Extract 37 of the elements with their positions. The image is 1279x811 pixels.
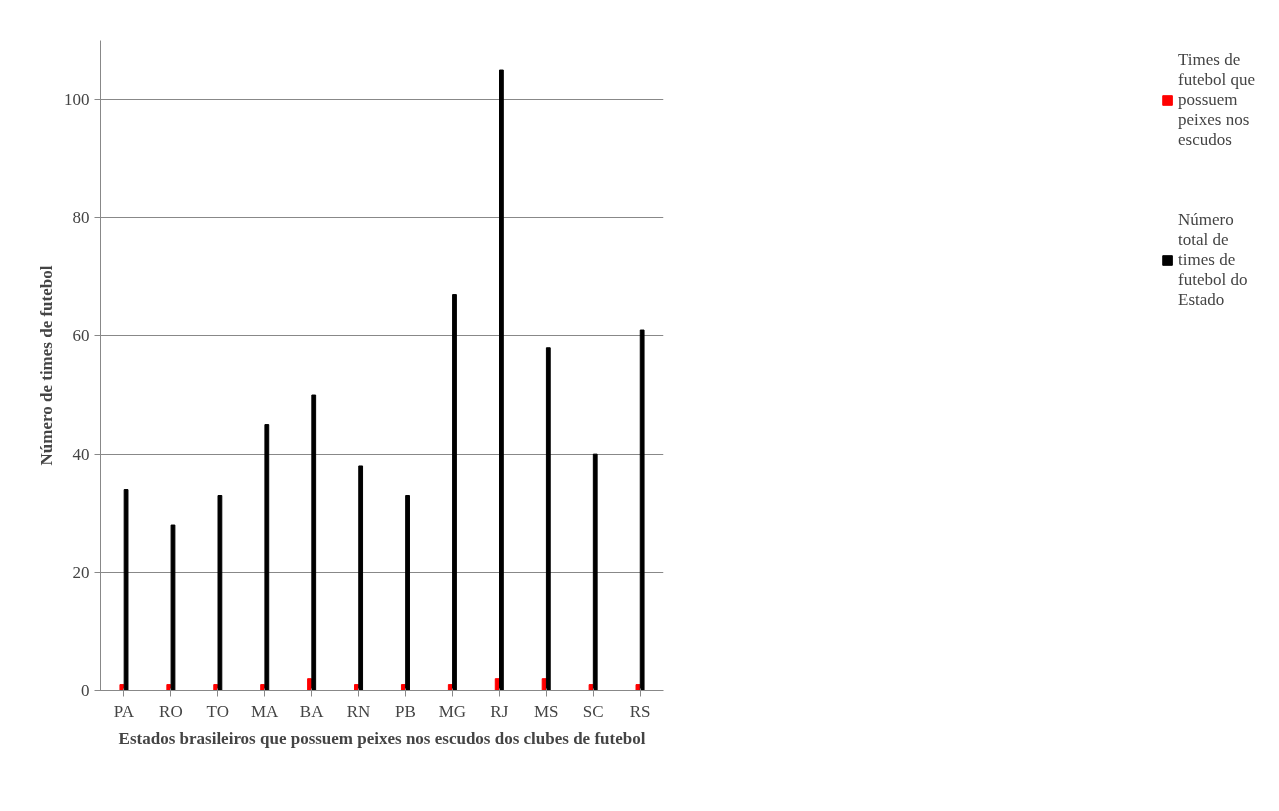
y-tick-label: 20 [72,562,90,582]
bar [635,684,641,691]
bar [452,294,457,691]
x-tick-label: MS [533,701,559,721]
y-tick-label: 40 [72,444,90,464]
y-tick-label: 80 [72,208,90,228]
y-tick-label: 60 [72,326,90,346]
bar [123,489,129,691]
x-tick-label: RO [159,701,183,721]
x-tick-label: TO [206,701,229,721]
bar [170,524,176,691]
bar [639,329,645,691]
bar [545,347,551,691]
x-tick-label: BA [299,701,325,721]
y-tick-label: 0 [81,681,90,700]
legend-label: Times de futebol que possuem peixes nos escudos [1178,50,1255,150]
x-tick-label: RN [346,701,371,721]
x-tick-label: PB [395,701,416,721]
bar [311,394,317,691]
bar [358,465,364,691]
legend-label: Número total de times de futebol do Estado [1178,210,1248,310]
x-tick-label: RS [629,701,651,721]
x-tick-label: PA [113,701,135,721]
x-tick-label: MG [438,701,467,721]
bar [499,69,504,691]
bar [217,495,223,691]
x-tick-label: RJ [490,701,509,721]
bar [588,684,594,691]
bar [264,424,270,691]
x-axis-title: Estados brasileiros que possuem peixes nos escudos dos clubes de futebol [118,728,646,748]
bar [592,453,598,691]
x-tick-label: MA [251,701,280,721]
y-axis-title: Número de times de futebol [37,265,56,466]
bar [119,684,125,691]
x-tick-label: SC [582,701,604,721]
bar [405,495,410,691]
y-tick-label: 100 [64,90,90,110]
